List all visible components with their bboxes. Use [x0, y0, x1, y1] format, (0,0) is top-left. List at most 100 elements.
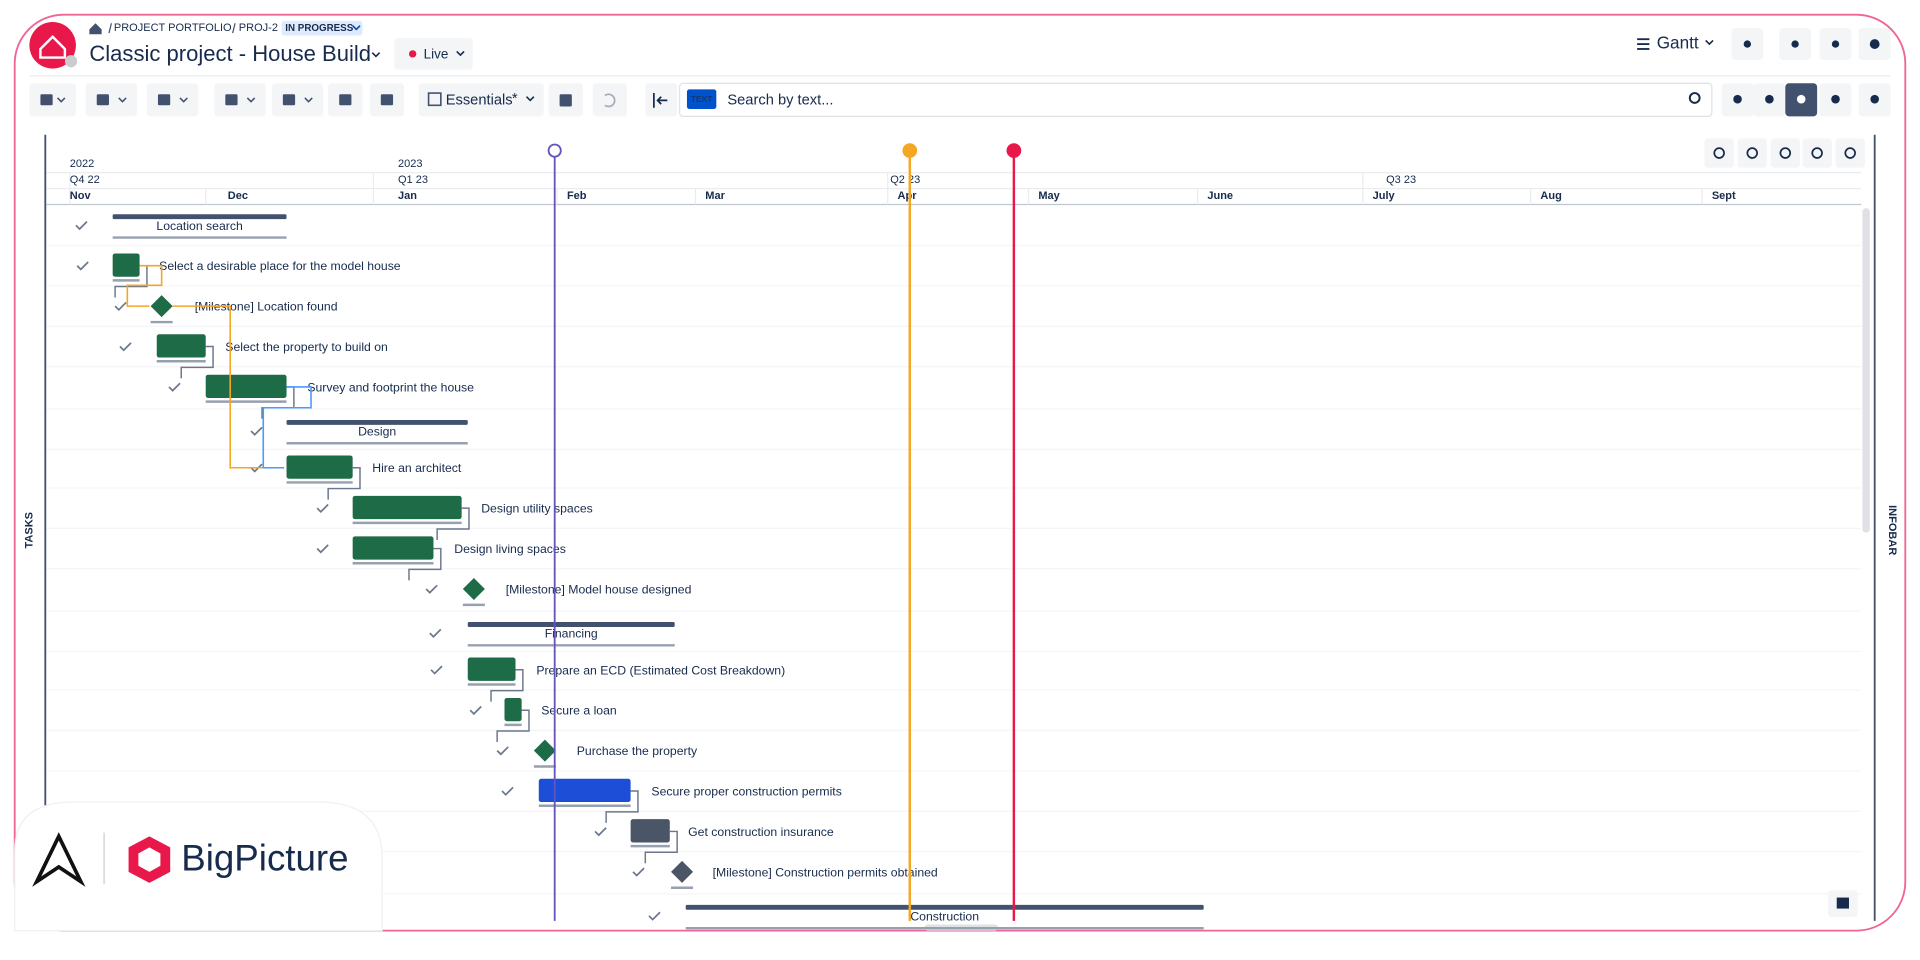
project-title: Classic project - House Build — [89, 41, 371, 66]
toolbar-button-icon — [339, 94, 352, 106]
month-label: Feb — [567, 190, 587, 202]
preset-button[interactable] — [418, 83, 544, 117]
task-bar[interactable] — [112, 253, 140, 277]
breadcrumb-separator — [232, 23, 236, 34]
task-bar[interactable] — [538, 778, 631, 803]
task-label: [Milestone] Construction permits obtaine… — [713, 865, 938, 879]
task-bar[interactable] — [205, 374, 287, 398]
toolbar-button-icon — [96, 94, 109, 106]
dependency-link — [496, 709, 530, 743]
search-tag[interactable] — [686, 89, 717, 109]
status-badge[interactable] — [281, 20, 363, 36]
milestone[interactable] — [671, 860, 694, 883]
toolbar-button[interactable] — [271, 83, 324, 117]
zoom-button[interactable] — [1704, 138, 1734, 168]
chevron — [371, 52, 381, 58]
group-bar — [112, 214, 287, 220]
month-label: June — [1207, 190, 1233, 202]
zoom-button[interactable] — [1835, 138, 1865, 168]
chevron — [352, 25, 361, 31]
group-bar — [286, 420, 468, 425]
toolbar-right-icon — [1870, 94, 1879, 104]
side-panel-label: TASKS — [23, 512, 35, 549]
search-box[interactable] — [678, 82, 1713, 117]
dependency-link-critical — [126, 264, 163, 307]
zoom-button[interactable] — [1802, 138, 1832, 168]
app-logo-house — [39, 35, 67, 59]
header-button-icon — [1743, 40, 1752, 48]
zoom-icon — [1779, 147, 1792, 159]
scrollbar[interactable] — [1862, 208, 1870, 533]
zoom-button[interactable] — [1770, 138, 1800, 168]
task-label: Secure proper construction permits — [651, 784, 841, 798]
task-status-icon — [496, 746, 509, 756]
milestone[interactable] — [533, 739, 556, 762]
quarter-label: Q1 23 — [398, 174, 428, 186]
preset-modified: * — [512, 91, 518, 107]
zoom-button[interactable] — [1737, 138, 1767, 168]
brand-mark — [32, 832, 86, 887]
toolbar-button[interactable] — [85, 83, 138, 117]
task-bar[interactable] — [156, 334, 206, 358]
mode-label: Live — [424, 47, 449, 62]
year-label: 2023 — [398, 158, 423, 170]
quarter-label: Q2 23 — [890, 174, 920, 186]
group-label: Location search — [156, 219, 243, 233]
milestone[interactable] — [150, 295, 173, 318]
toolbar-button-icon — [282, 94, 296, 106]
dependency-link — [408, 547, 442, 581]
undo-icon — [604, 93, 616, 108]
month-label: Aug — [1540, 190, 1561, 202]
toolbar-right-icon — [1765, 94, 1774, 104]
marker-orange-head[interactable] — [902, 143, 918, 158]
zoom-icon — [1713, 147, 1725, 159]
task-status-icon — [632, 867, 645, 877]
chevron — [304, 97, 313, 103]
task-label: Purchase the property — [577, 744, 698, 758]
today-marker-head[interactable] — [547, 143, 562, 158]
favorite-star[interactable] — [64, 55, 78, 68]
dependency-link — [605, 790, 639, 823]
breadcrumb-item: PROJECT PORTFOLIO — [114, 22, 232, 34]
group-bar — [467, 622, 675, 627]
undo-button[interactable] — [592, 83, 627, 117]
toolbar-button-icon — [225, 94, 238, 106]
task-label: Get construction insurance — [688, 825, 834, 839]
task-status-icon — [250, 463, 263, 473]
brand-hexagon-inner — [138, 847, 161, 872]
task-status-icon — [316, 544, 329, 554]
dependency-link — [436, 507, 470, 540]
toolbar-button[interactable] — [214, 83, 266, 117]
header-button-icon — [1831, 40, 1840, 48]
task-status-icon — [316, 503, 329, 514]
month-label: Apr — [898, 190, 918, 202]
task-bar[interactable] — [630, 819, 670, 843]
search-icon — [1688, 92, 1701, 104]
task-bar[interactable] — [504, 697, 522, 722]
task-label: Secure a loan — [541, 704, 617, 718]
task-bar[interactable] — [352, 536, 434, 560]
task-label: Hire an architect — [372, 461, 462, 475]
task-bar[interactable] — [467, 657, 516, 681]
marker-red-head[interactable] — [1006, 143, 1022, 158]
preset-label: Essentials — [446, 92, 513, 108]
preset-icon — [427, 92, 442, 107]
task-bar[interactable] — [352, 495, 462, 520]
task-label: Survey and footprint the house — [307, 380, 474, 394]
toolbar-button[interactable] — [146, 83, 199, 117]
zoom-icon — [1811, 147, 1823, 159]
toolbar-right-icon — [1831, 94, 1840, 104]
chevron — [525, 96, 535, 102]
live-dot — [408, 50, 417, 58]
dependency-link — [490, 669, 524, 702]
zoom-icon — [1844, 147, 1856, 159]
dependency-link — [180, 345, 214, 379]
home-icon[interactable] — [89, 23, 102, 35]
header-button-icon — [1791, 40, 1799, 48]
task-status-icon — [648, 911, 661, 921]
toolbar-right-icon — [1733, 94, 1742, 104]
task-bar[interactable] — [286, 455, 353, 479]
mode-button[interactable] — [394, 37, 473, 70]
breadcrumb-item: PROJ-2 — [239, 22, 278, 34]
